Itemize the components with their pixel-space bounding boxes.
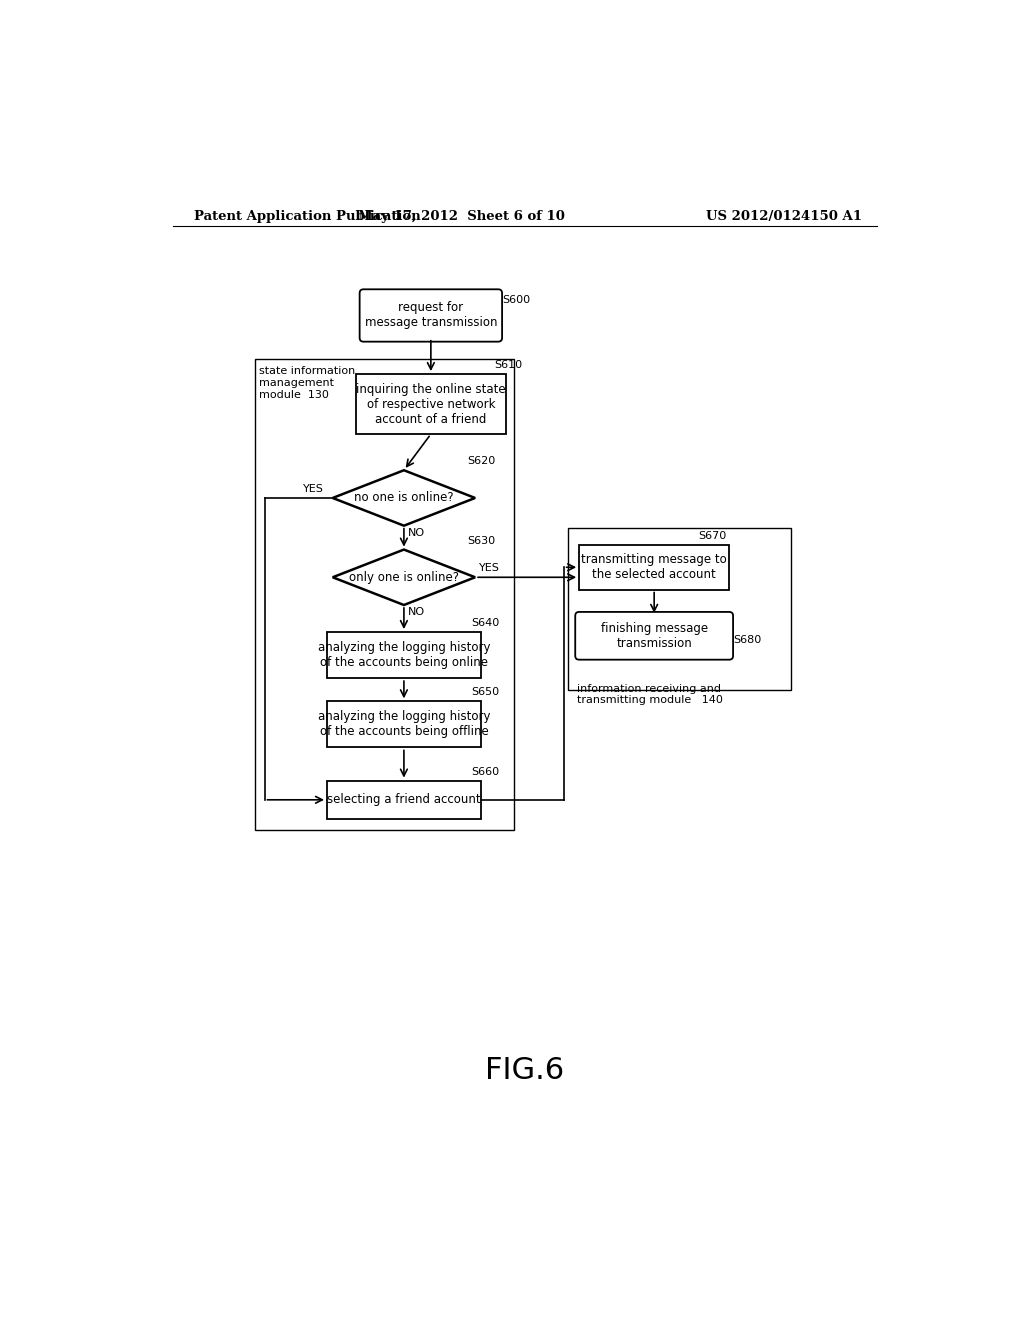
Text: FIG.6: FIG.6 bbox=[485, 1056, 564, 1085]
Text: May 17, 2012  Sheet 6 of 10: May 17, 2012 Sheet 6 of 10 bbox=[358, 210, 565, 223]
Text: finishing message
transmission: finishing message transmission bbox=[601, 622, 708, 649]
Text: request for
message transmission: request for message transmission bbox=[365, 301, 497, 330]
Text: transmitting message to
the selected account: transmitting message to the selected acc… bbox=[582, 553, 727, 581]
Text: state information
management
module  130: state information management module 130 bbox=[259, 367, 355, 400]
FancyBboxPatch shape bbox=[359, 289, 502, 342]
Text: YES: YES bbox=[303, 484, 325, 494]
Text: S610: S610 bbox=[495, 360, 522, 370]
Text: analyzing the logging history
of the accounts being online: analyzing the logging history of the acc… bbox=[317, 642, 490, 669]
Text: S600: S600 bbox=[502, 294, 530, 305]
Bar bbox=[355, 374, 506, 434]
Text: only one is online?: only one is online? bbox=[349, 570, 459, 583]
Text: S660: S660 bbox=[472, 767, 500, 776]
Text: information receiving and
transmitting module   140: information receiving and transmitting m… bbox=[578, 684, 723, 705]
Bar bbox=[327, 701, 481, 747]
Text: YES: YES bbox=[479, 564, 500, 573]
Text: US 2012/0124150 A1: US 2012/0124150 A1 bbox=[707, 210, 862, 223]
Text: S670: S670 bbox=[698, 531, 727, 541]
Text: NO: NO bbox=[408, 528, 425, 539]
Text: NO: NO bbox=[408, 607, 425, 618]
Bar bbox=[580, 545, 729, 590]
Polygon shape bbox=[333, 470, 475, 525]
Bar bbox=[568, 528, 792, 689]
Text: inquiring the online state
of respective network
account of a friend: inquiring the online state of respective… bbox=[356, 383, 506, 425]
Text: S650: S650 bbox=[472, 688, 500, 697]
Text: S640: S640 bbox=[472, 618, 500, 628]
Text: S620: S620 bbox=[467, 457, 496, 466]
Bar bbox=[327, 632, 481, 678]
Text: Patent Application Publication: Patent Application Publication bbox=[194, 210, 421, 223]
FancyBboxPatch shape bbox=[575, 612, 733, 660]
Text: S630: S630 bbox=[467, 536, 496, 545]
Text: S680: S680 bbox=[733, 635, 761, 644]
Bar bbox=[255, 359, 514, 830]
Text: no one is online?: no one is online? bbox=[354, 491, 454, 504]
Text: selecting a friend account: selecting a friend account bbox=[327, 793, 480, 807]
Text: analyzing the logging history
of the accounts being offline: analyzing the logging history of the acc… bbox=[317, 710, 490, 738]
Polygon shape bbox=[333, 549, 475, 605]
Bar bbox=[327, 780, 481, 818]
